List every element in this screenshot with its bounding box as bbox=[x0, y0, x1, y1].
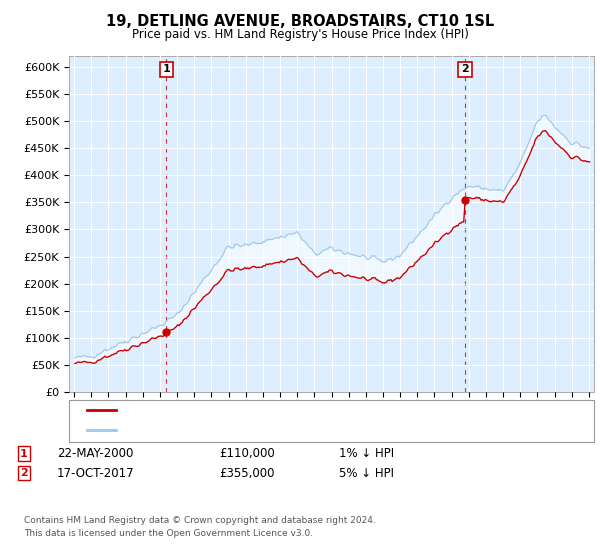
Text: 1% ↓ HPI: 1% ↓ HPI bbox=[339, 447, 394, 460]
Text: 19, DETLING AVENUE, BROADSTAIRS, CT10 1SL (detached house): 19, DETLING AVENUE, BROADSTAIRS, CT10 1S… bbox=[120, 405, 461, 416]
Text: 22-MAY-2000: 22-MAY-2000 bbox=[57, 447, 133, 460]
Text: £355,000: £355,000 bbox=[219, 466, 275, 480]
Text: 1: 1 bbox=[20, 449, 28, 459]
Text: 2: 2 bbox=[461, 64, 469, 74]
Text: Contains HM Land Registry data © Crown copyright and database right 2024.: Contains HM Land Registry data © Crown c… bbox=[24, 516, 376, 525]
Text: 2: 2 bbox=[20, 468, 28, 478]
Text: 5% ↓ HPI: 5% ↓ HPI bbox=[339, 466, 394, 480]
Text: HPI: Average price, detached house, Thanet: HPI: Average price, detached house, Than… bbox=[120, 424, 349, 435]
Text: 17-OCT-2017: 17-OCT-2017 bbox=[57, 466, 134, 480]
Text: £110,000: £110,000 bbox=[219, 447, 275, 460]
Text: Price paid vs. HM Land Registry's House Price Index (HPI): Price paid vs. HM Land Registry's House … bbox=[131, 28, 469, 41]
Text: 19, DETLING AVENUE, BROADSTAIRS, CT10 1SL: 19, DETLING AVENUE, BROADSTAIRS, CT10 1S… bbox=[106, 14, 494, 29]
Text: 1: 1 bbox=[163, 64, 170, 74]
Text: This data is licensed under the Open Government Licence v3.0.: This data is licensed under the Open Gov… bbox=[24, 529, 313, 538]
